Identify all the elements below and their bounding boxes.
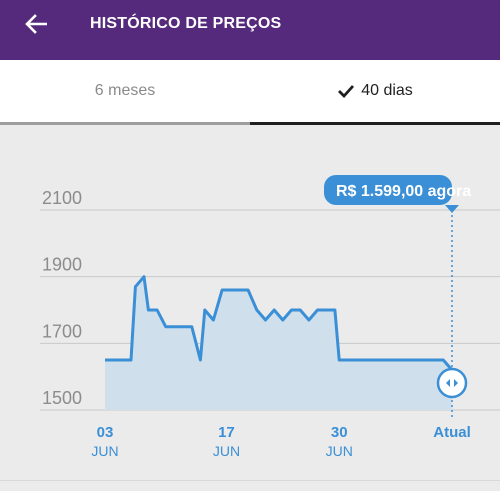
x-tick-label: 30 [331,424,348,441]
x-tick-sublabel: JUN [326,443,353,459]
tooltip-label: R$ 1.599,00 agora [336,183,471,200]
tab-40-days[interactable]: 40 dias [250,60,500,122]
x-tick-label: 03 [97,424,114,441]
tab-6-months[interactable]: 6 meses [0,60,250,122]
y-tick-label: 1900 [42,255,82,275]
period-tabs: 6 meses 40 dias [0,60,500,125]
series-area [105,276,452,410]
price-chart: 2100 1900 1700 1500 R$ 1.599,00 agora 03 JUN 17… [0,125,500,480]
check-icon [337,83,355,99]
tab-indicator [0,122,250,125]
bottom-strip [0,480,500,491]
series-line [105,275,454,371]
y-tick-label: 2100 [42,188,82,208]
price-history-chart: 2100 1900 1700 1500 R$ 1.599,00 agora 03 JUN 17… [40,175,500,459]
x-tick-sublabel: JUN [213,443,240,459]
back-button[interactable] [18,12,54,40]
tab-label: 40 dias [361,82,413,99]
drag-left-right-icon [446,379,458,387]
arrow-left-icon [25,13,48,39]
x-tick-sublabel: JUN [91,443,118,459]
drag-handle[interactable] [436,367,468,399]
tab-label: 6 meses [94,82,156,99]
app-bar: HISTÓRICO DE PREÇOS [0,0,500,60]
y-tick-label: 1500 [42,388,82,408]
x-tick-label: Atual [433,424,471,441]
y-tick-label: 1700 [42,321,82,341]
x-tick-label: 17 [218,424,235,441]
page-title: HISTÓRICO DE PREÇOS [90,15,282,32]
price-tooltip [324,175,452,205]
tooltip-pointer [445,205,459,213]
